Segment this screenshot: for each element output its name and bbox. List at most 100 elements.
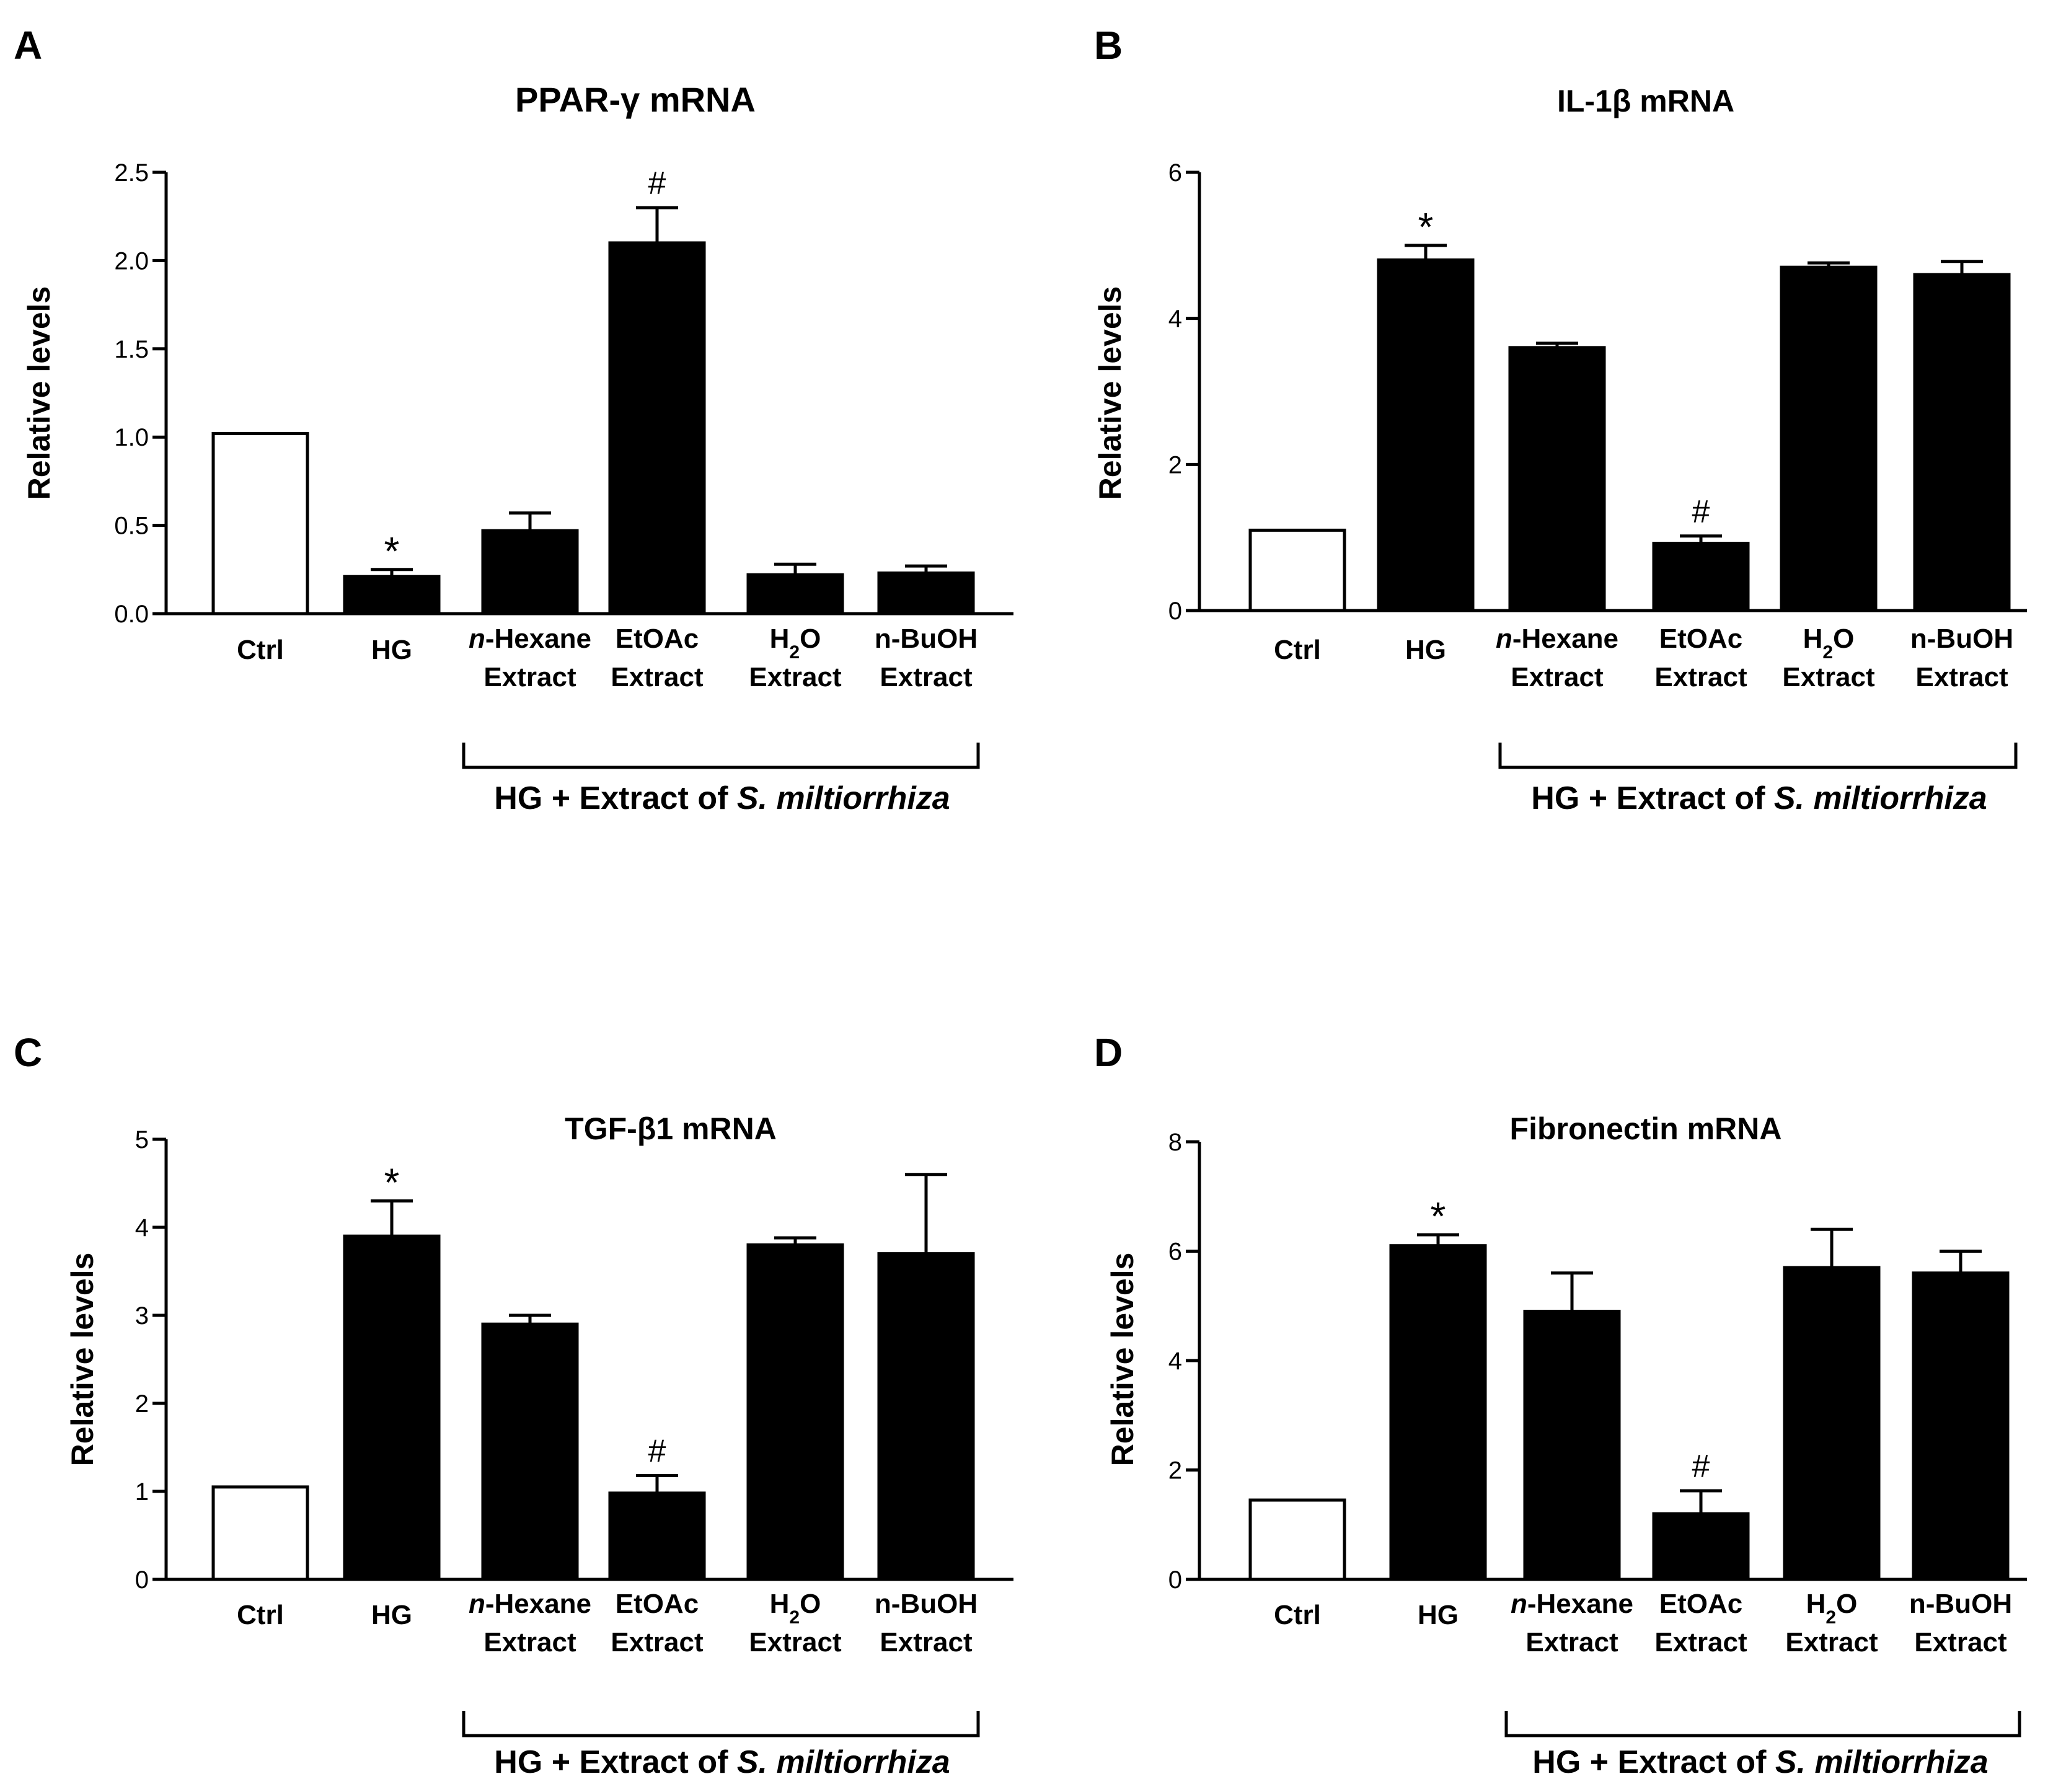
y-tick-label: 3	[135, 1302, 149, 1330]
y-tick-label: 2.0	[114, 247, 149, 275]
group-label: HG + Extract of S. miltiorrhiza	[1532, 1744, 1988, 1780]
significance-star: *	[384, 529, 400, 573]
significance-hash: #	[1692, 494, 1710, 530]
bar-6	[877, 1252, 975, 1581]
group-label: HG + Extract of S. miltiorrhiza	[1531, 780, 1987, 816]
panel-b: B IL-1β mRNA Relative levels 0 2 4 6 Ctrl * HG n-H…	[1093, 23, 2027, 816]
chart-title: PPAR-γ mRNA	[515, 80, 756, 119]
category-label: n-Hexane	[1496, 624, 1618, 654]
y-axis-label: Relative levels	[65, 1253, 100, 1467]
y-tick-label: 2	[135, 1390, 149, 1418]
y-tick-label: 1.0	[114, 424, 149, 451]
y-tick-label: 0	[1168, 1566, 1182, 1594]
y-tick-label: 4	[1168, 306, 1182, 333]
y-axis-label: Relative levels	[1105, 1253, 1140, 1467]
bar-1	[1248, 1498, 1346, 1581]
chart-title: IL-1β mRNA	[1557, 84, 1734, 118]
bar-2	[1389, 1244, 1487, 1581]
category-label: n-BuOH	[1910, 624, 2013, 654]
category-label: HG	[1418, 1600, 1459, 1630]
bar-3	[1508, 346, 1606, 612]
bar-6	[1912, 1271, 2010, 1581]
category-label-line2: Extract	[611, 662, 704, 692]
y-tick-label: 2	[1168, 451, 1182, 479]
category-label: H2O	[1803, 624, 1855, 663]
category-label-line2: Extract	[1654, 1627, 1747, 1657]
category-label-line2: Extract	[1785, 1627, 1878, 1657]
category-label: n-Hexane	[469, 1589, 591, 1619]
category-label: EtOAc	[1659, 624, 1742, 654]
y-tick-label: 4	[1168, 1348, 1182, 1375]
bar-1	[211, 1485, 309, 1581]
category-label-line2: Extract	[1511, 662, 1604, 692]
category-label: n-Hexane	[469, 624, 591, 654]
group-bracket	[462, 1711, 980, 1737]
y-tick-label: 6	[1168, 159, 1182, 187]
bar-6	[877, 571, 975, 616]
significance-hash: #	[1692, 1449, 1710, 1485]
bar-2	[1377, 258, 1475, 612]
y-tick-label: 1.5	[114, 336, 149, 363]
category-label-line2: Extract	[483, 1627, 576, 1657]
chart-title: TGF-β1 mRNA	[565, 1111, 777, 1146]
y-tick-label: 2.5	[114, 159, 149, 187]
group-label: HG + Extract of S. miltiorrhiza	[494, 780, 950, 816]
bar-5	[1783, 1266, 1881, 1581]
significance-star: *	[1418, 205, 1434, 249]
y-tick-label: 1	[135, 1478, 149, 1506]
category-label: n-Hexane	[1511, 1589, 1633, 1619]
panel-letter: A	[14, 23, 42, 68]
panel-letter: B	[1094, 23, 1123, 68]
category-label: EtOAc	[1659, 1589, 1742, 1619]
category-label: Ctrl	[237, 635, 284, 665]
category-label-line2: Extract	[749, 1627, 842, 1657]
y-tick-label: 4	[135, 1214, 149, 1242]
bar-5	[746, 573, 844, 616]
category-label: H2O	[1806, 1589, 1858, 1628]
bar-4	[608, 241, 706, 616]
chart-title: Fibronectin mRNA	[1510, 1111, 1782, 1146]
category-label-line2: Extract	[1914, 1627, 2007, 1657]
panel-c: C TGF-β1 mRNA Relative levels 0 1 2 3 4 5 Ctrl * HG…	[14, 1030, 1013, 1780]
bar-1	[1248, 528, 1346, 612]
significance-hash: #	[648, 1433, 666, 1469]
category-label: EtOAc	[616, 624, 699, 654]
bar-2	[343, 575, 441, 616]
bar-5	[1780, 265, 1878, 612]
category-label: n-BuOH	[875, 1589, 978, 1619]
bar-2	[343, 1234, 441, 1581]
bar-5	[746, 1243, 844, 1581]
significance-star: *	[384, 1160, 400, 1204]
category-label-line2: Extract	[611, 1627, 704, 1657]
bar-4	[608, 1491, 706, 1581]
category-label-line2: Extract	[1654, 662, 1747, 692]
panel-a: A PPAR-γ mRNA Relative levels 0.0 0.5 1.0 1.5 2…	[14, 23, 1013, 816]
bar-3	[1523, 1310, 1621, 1581]
category-label-line2: Extract	[880, 1627, 973, 1657]
category-label: HG	[371, 635, 412, 665]
y-tick-label: 0	[135, 1566, 149, 1594]
category-label: HG	[371, 1600, 412, 1630]
category-label: Ctrl	[1274, 635, 1321, 665]
category-label: n-BuOH	[875, 624, 978, 654]
category-label-line2: Extract	[1782, 662, 1875, 692]
category-label: Ctrl	[1274, 1600, 1321, 1630]
category-label-line2: Extract	[1915, 662, 2008, 692]
group-bracket	[462, 743, 980, 769]
panel-d: D Fibronectin mRNA Relative levels 0 2 4 6 8 Ctr…	[1094, 1030, 2027, 1780]
category-label: Ctrl	[237, 1600, 284, 1630]
category-label: H2O	[770, 1589, 821, 1628]
category-label-line2: Extract	[880, 662, 973, 692]
category-label: HG	[1405, 635, 1446, 665]
bar-3	[481, 529, 579, 616]
y-tick-label: 2	[1168, 1457, 1182, 1485]
bar-1	[211, 432, 309, 616]
y-axis-label: Relative levels	[22, 286, 56, 500]
y-tick-label: 0	[1168, 598, 1182, 625]
group-label: HG + Extract of S. miltiorrhiza	[494, 1744, 950, 1780]
category-label: n-BuOH	[1909, 1589, 2012, 1619]
group-bracket	[1498, 743, 2018, 769]
bar-4	[1652, 1512, 1750, 1581]
y-axis-label: Relative levels	[1093, 286, 1128, 500]
